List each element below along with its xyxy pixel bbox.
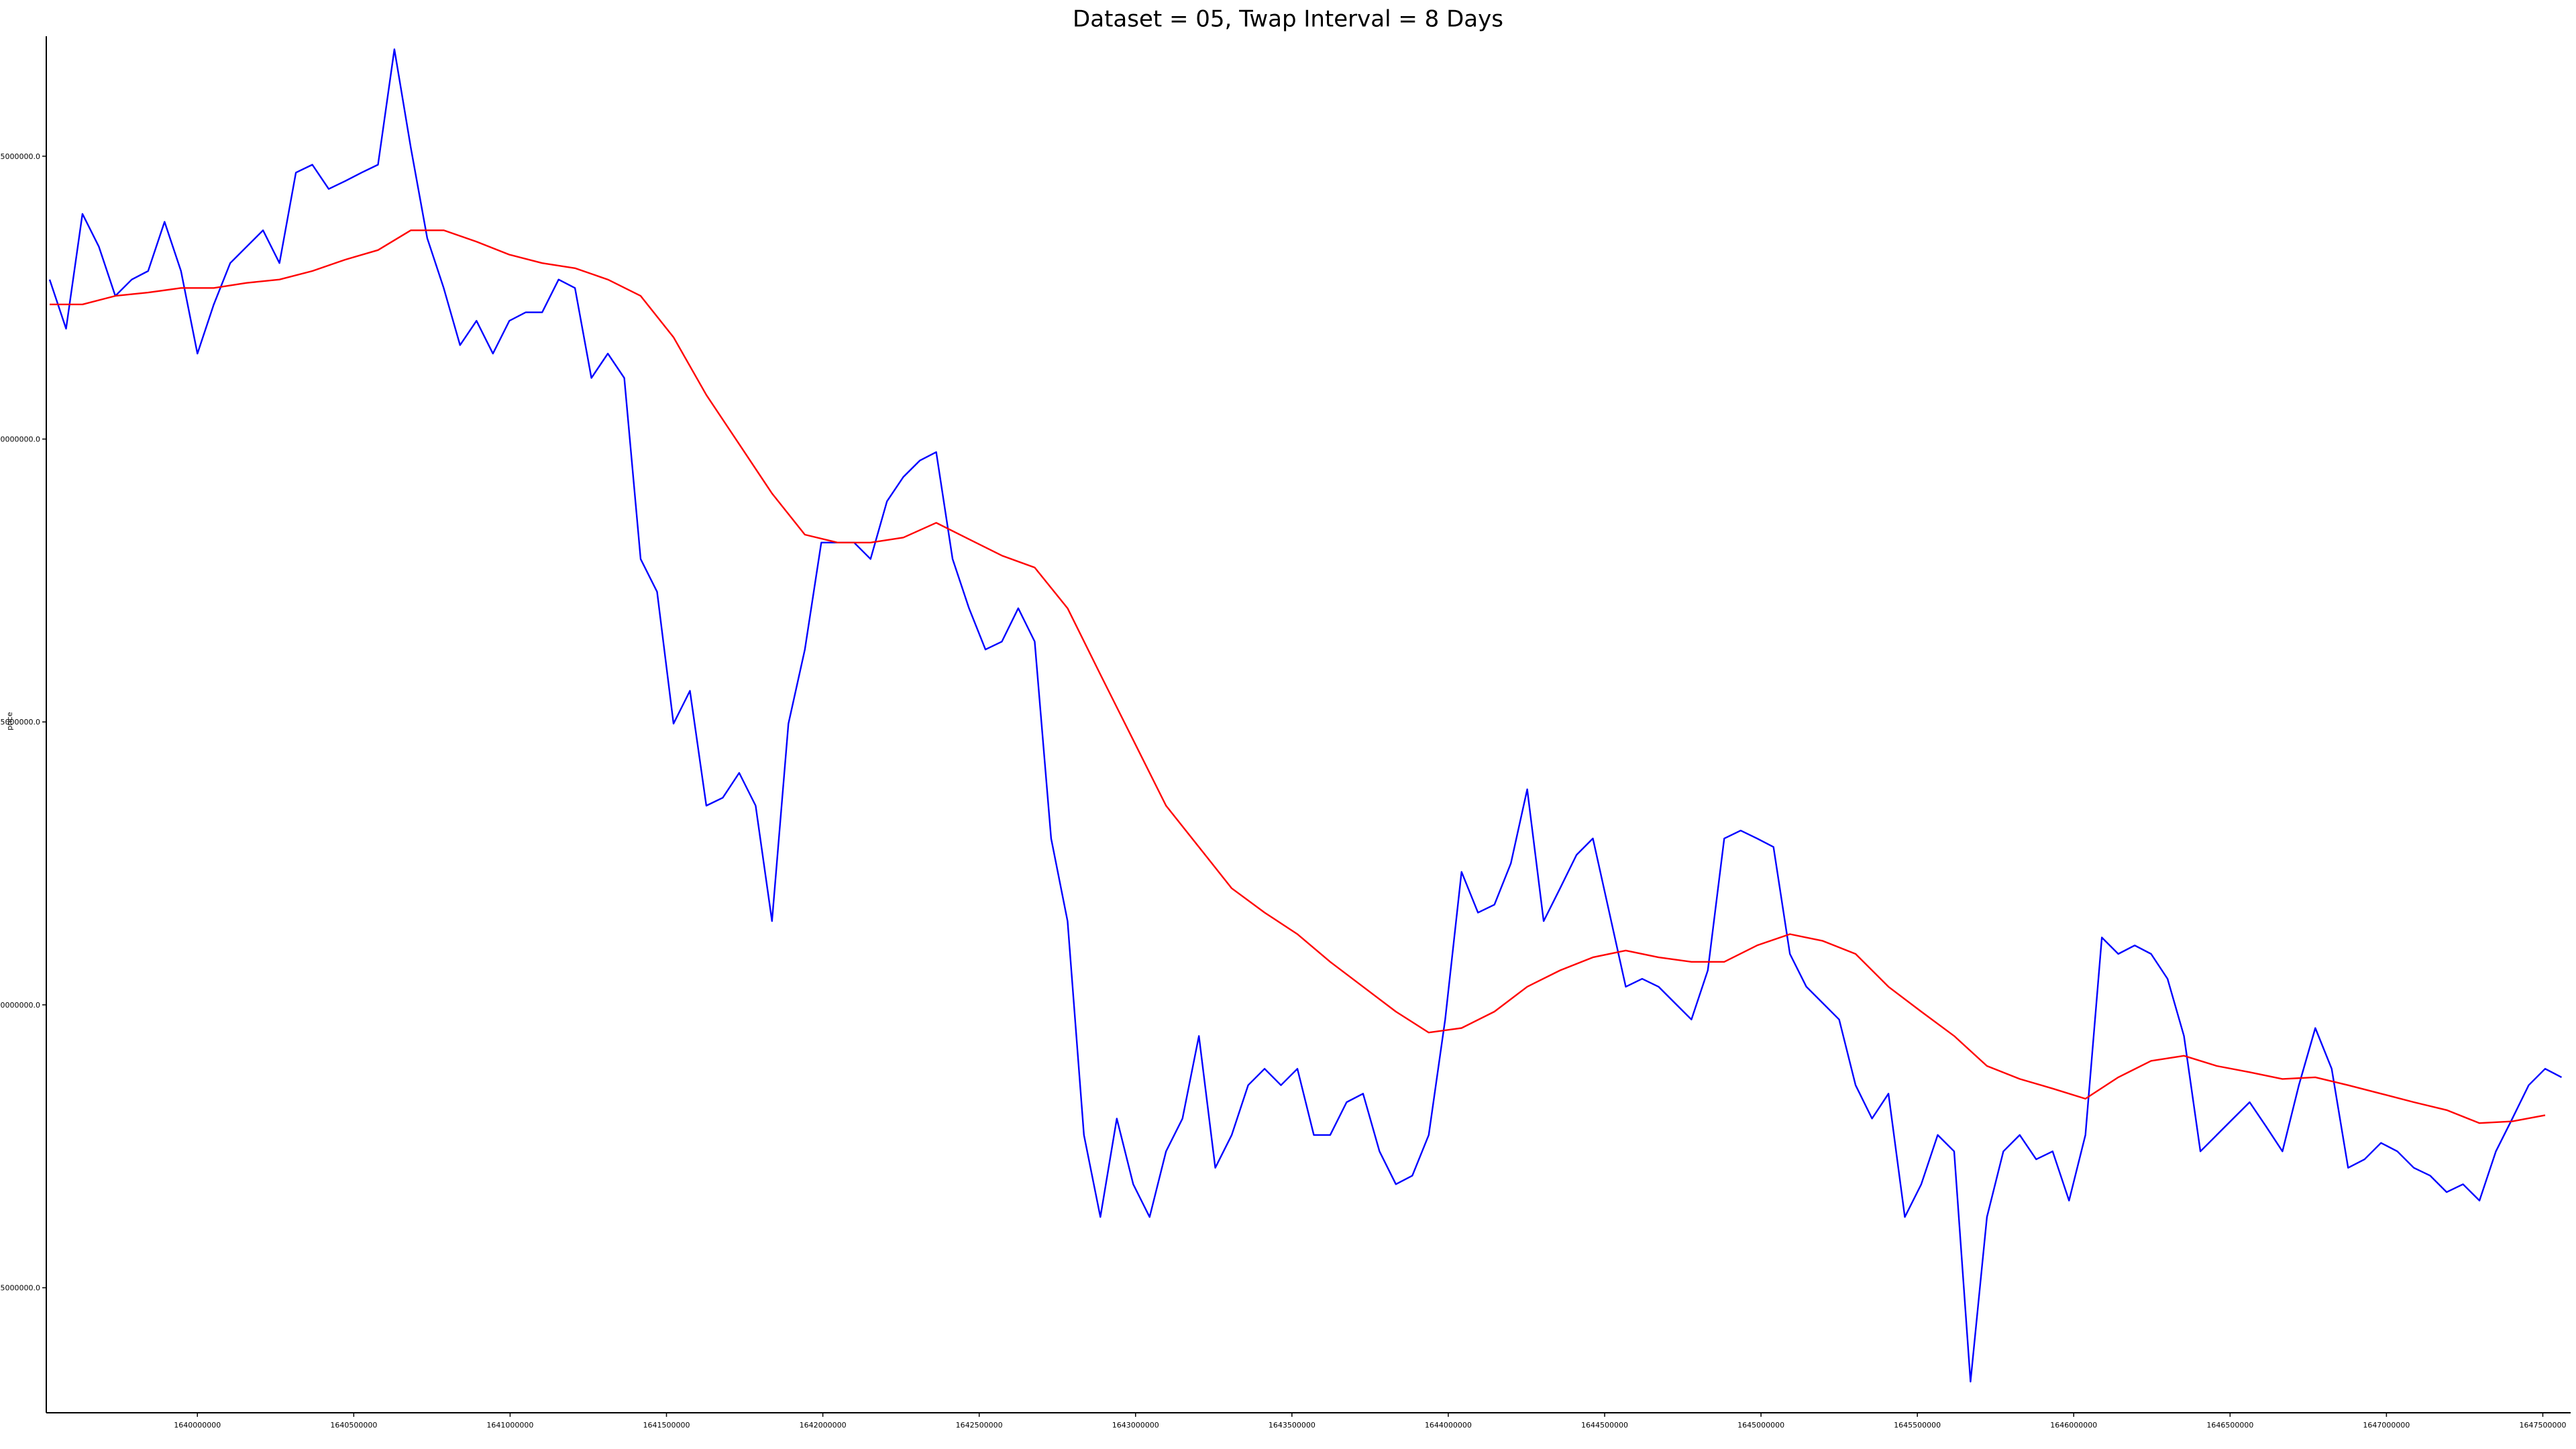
- x-tick-label: 1642000000: [800, 1421, 847, 1430]
- x-tick-label: 1642500000: [956, 1421, 1003, 1430]
- x-tick-label: 1644000000: [1425, 1421, 1472, 1430]
- x-tick-label: 1645500000: [1894, 1421, 1941, 1430]
- x-tick-label: 1646000000: [2050, 1421, 2097, 1430]
- y-tick-label: 45000000.0: [0, 718, 40, 727]
- x-tick-label: 1641500000: [643, 1421, 690, 1430]
- x-tick-label: 1646500000: [2206, 1421, 2253, 1430]
- x-tick-label: 1645000000: [1737, 1421, 1784, 1430]
- y-axis-label: price: [5, 712, 14, 731]
- x-tick-label: 1640500000: [330, 1421, 377, 1430]
- x-tick-label: 1644500000: [1581, 1421, 1628, 1430]
- x-tick-label: 1643000000: [1112, 1421, 1159, 1430]
- x-tick-label: 1647500000: [2520, 1421, 2567, 1430]
- x-tick-label: 1640000000: [174, 1421, 221, 1430]
- y-tick-label: 50000000.0: [0, 435, 40, 444]
- y-tick-label: 35000000.0: [0, 1284, 40, 1293]
- y-tick-label: 40000000.0: [0, 1001, 40, 1010]
- series-line: [50, 229, 2546, 1124]
- x-tick-label: 1647000000: [2363, 1421, 2410, 1430]
- chart-title: Dataset = 05, Twap Interval = 8 Days: [1073, 6, 1503, 33]
- x-tick-label: 1641000000: [486, 1421, 533, 1430]
- x-tick-label: 1643500000: [1269, 1421, 1316, 1430]
- series-line: [48, 48, 2563, 1383]
- y-tick-label: 55000000.0: [0, 152, 40, 161]
